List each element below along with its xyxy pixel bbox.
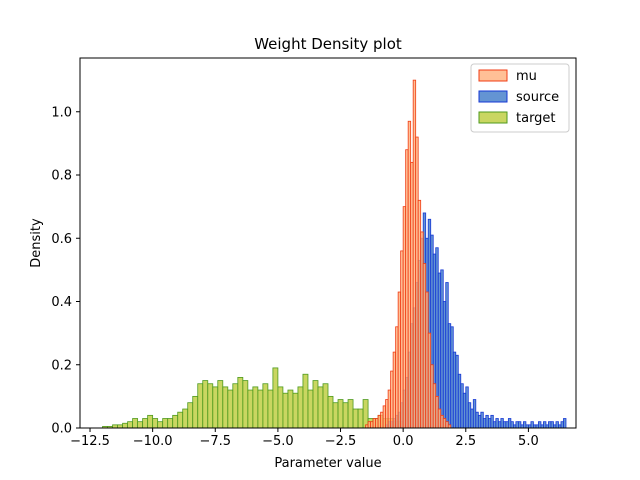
target-bar [242, 380, 249, 429]
x-tick-label: −10.0 [133, 434, 173, 449]
target-bar [127, 421, 134, 429]
target-bar [307, 389, 314, 429]
target-bar [292, 392, 299, 429]
target-bar [332, 402, 339, 429]
legend-label-source: source [516, 90, 559, 105]
target-bar [227, 389, 234, 429]
target-bar [337, 399, 344, 429]
target-bar [132, 418, 139, 429]
target-bar [237, 376, 244, 429]
target-bar [312, 380, 319, 429]
target-bar [357, 408, 364, 429]
legend: mu source target [470, 63, 570, 133]
y-tick-label: 0.4 [51, 295, 72, 310]
y-tick-label: 0.0 [51, 422, 72, 437]
target-bar [187, 402, 194, 429]
target-bar [142, 418, 149, 429]
x-tick-label: 0.0 [393, 434, 414, 449]
legend-label-mu: mu [516, 69, 537, 84]
target-bar [192, 395, 199, 429]
target-bar [212, 386, 219, 429]
target-bar [247, 389, 254, 429]
target-bar [297, 386, 304, 429]
y-tick-label: 0.8 [51, 169, 72, 184]
target-bar [362, 399, 369, 429]
target-bar [232, 383, 239, 429]
x-tick-label: −5.0 [262, 434, 294, 449]
target-bar [217, 380, 224, 429]
plot-area-frame [79, 57, 577, 429]
target-bar [322, 383, 329, 429]
target-bar [262, 383, 269, 429]
x-axis-label: Parameter value [274, 456, 381, 471]
target-bar [347, 399, 354, 429]
target-bar [202, 380, 209, 429]
x-axis-ticks: −12.5 −10.0 −7.5 −5.0 −2.5 0.0 2.5 5.0 [70, 428, 539, 449]
legend-items: mu source target [478, 69, 559, 126]
y-axis-ticks: 0.0 0.2 0.4 0.6 0.8 1.0 [51, 105, 80, 437]
source-bar [563, 418, 567, 429]
target-bar [207, 383, 214, 429]
target-bar [272, 367, 279, 429]
target-bar [342, 402, 349, 429]
target-bar [327, 395, 334, 429]
y-tick-label: 1.0 [51, 105, 72, 120]
x-tick-label: 5.0 [518, 434, 539, 449]
target-bar [257, 389, 264, 429]
legend-swatch-source [478, 90, 508, 103]
target-bar [197, 383, 204, 429]
target-bar [157, 421, 164, 429]
target-bar [182, 408, 189, 429]
target-bar [267, 389, 274, 429]
target-bar [137, 421, 144, 429]
target-bar [152, 418, 159, 429]
legend-swatch-mu [478, 69, 508, 82]
target-bar [172, 414, 179, 429]
legend-label-target: target [516, 111, 556, 126]
chart-title: Weight Density plot [254, 35, 402, 53]
y-tick-label: 0.6 [51, 232, 72, 247]
target-bar [122, 422, 128, 429]
y-tick-label: 0.2 [51, 358, 72, 373]
target-bar [222, 386, 229, 429]
target-bar [302, 373, 309, 429]
y-axis-label: Density [29, 218, 44, 268]
x-tick-label: −12.5 [70, 434, 110, 449]
target-bar [162, 418, 169, 429]
target-bar [167, 418, 174, 429]
x-tick-label: 2.5 [455, 434, 476, 449]
x-tick-label: −7.5 [199, 434, 231, 449]
target-bar [352, 408, 359, 429]
target-bar [147, 414, 154, 429]
target-bar [252, 386, 259, 429]
target-bar [177, 411, 184, 429]
target-bar [277, 386, 284, 429]
target-bar [282, 392, 289, 429]
target-bar [287, 389, 294, 429]
x-tick-label: −2.5 [325, 434, 357, 449]
legend-swatch-target [478, 111, 508, 124]
target-bar [317, 386, 324, 429]
